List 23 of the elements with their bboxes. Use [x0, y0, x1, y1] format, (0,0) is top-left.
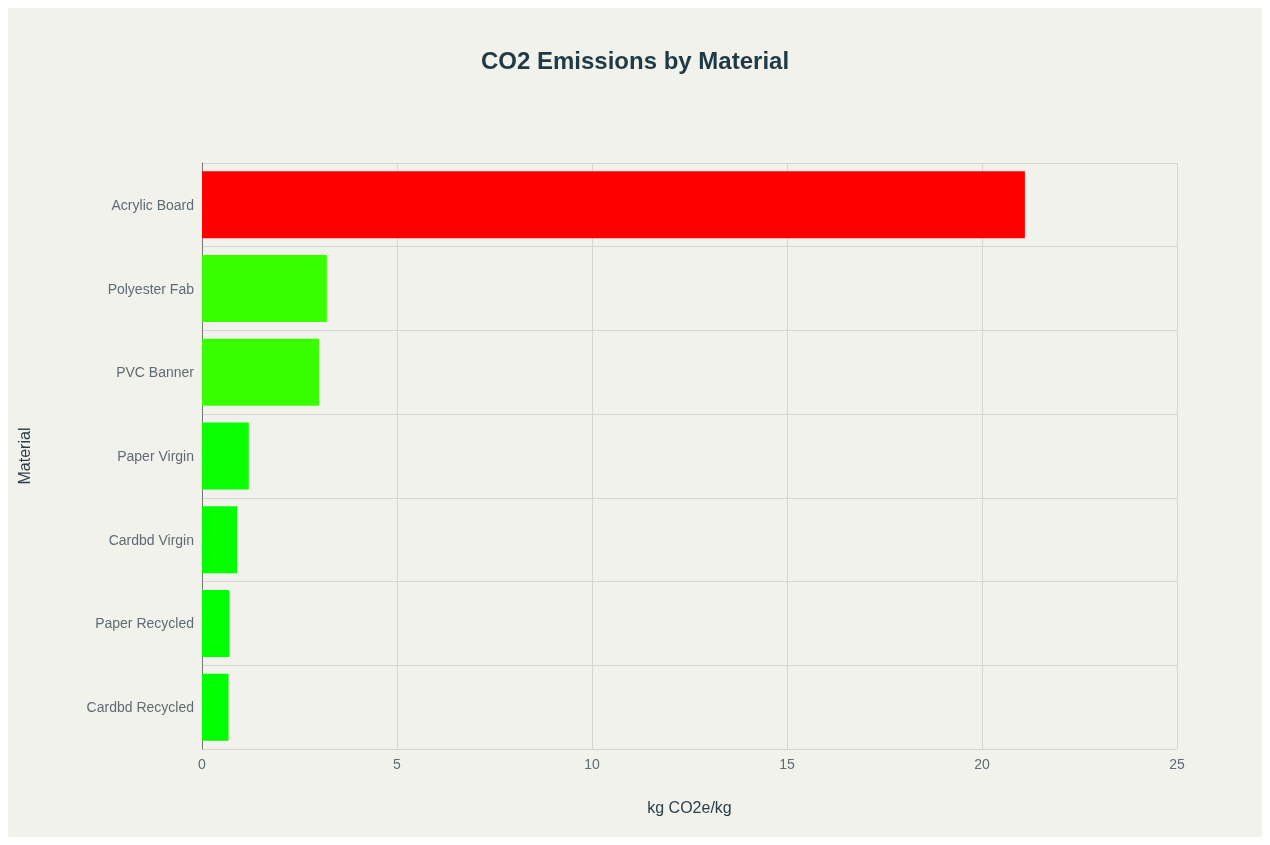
bar	[202, 673, 229, 741]
x-tick-label: 0	[198, 756, 207, 772]
y-tick-label: Paper Recycled	[95, 615, 194, 632]
bar	[202, 422, 249, 490]
x-tick-label: 15	[779, 756, 795, 772]
y-tick-label: Polyester Fab	[107, 280, 195, 297]
y-tick-label: Acrylic Board	[111, 196, 194, 213]
x-tick-label: 5	[393, 756, 402, 772]
y-tick-label: Cardbd Recycled	[86, 699, 194, 716]
x-tick-label: 10	[584, 756, 600, 772]
y-tick-label: Cardbd Virgin	[108, 531, 194, 548]
bar	[202, 589, 230, 657]
chart-title: CO2 Emissions by Material	[480, 46, 790, 74]
y-tick-label: Paper Virgin	[117, 448, 194, 464]
bar	[202, 255, 327, 323]
bar	[202, 338, 319, 406]
x-axis-title: kg CO2e/kg	[647, 798, 732, 816]
y-tick-label: PVC Banner	[116, 364, 195, 381]
bar	[202, 506, 238, 574]
y-axis-title: Material	[15, 427, 33, 485]
x-tick-label: 20	[974, 756, 990, 772]
bar	[202, 171, 1025, 239]
x-tick-label: 25	[1169, 756, 1185, 772]
